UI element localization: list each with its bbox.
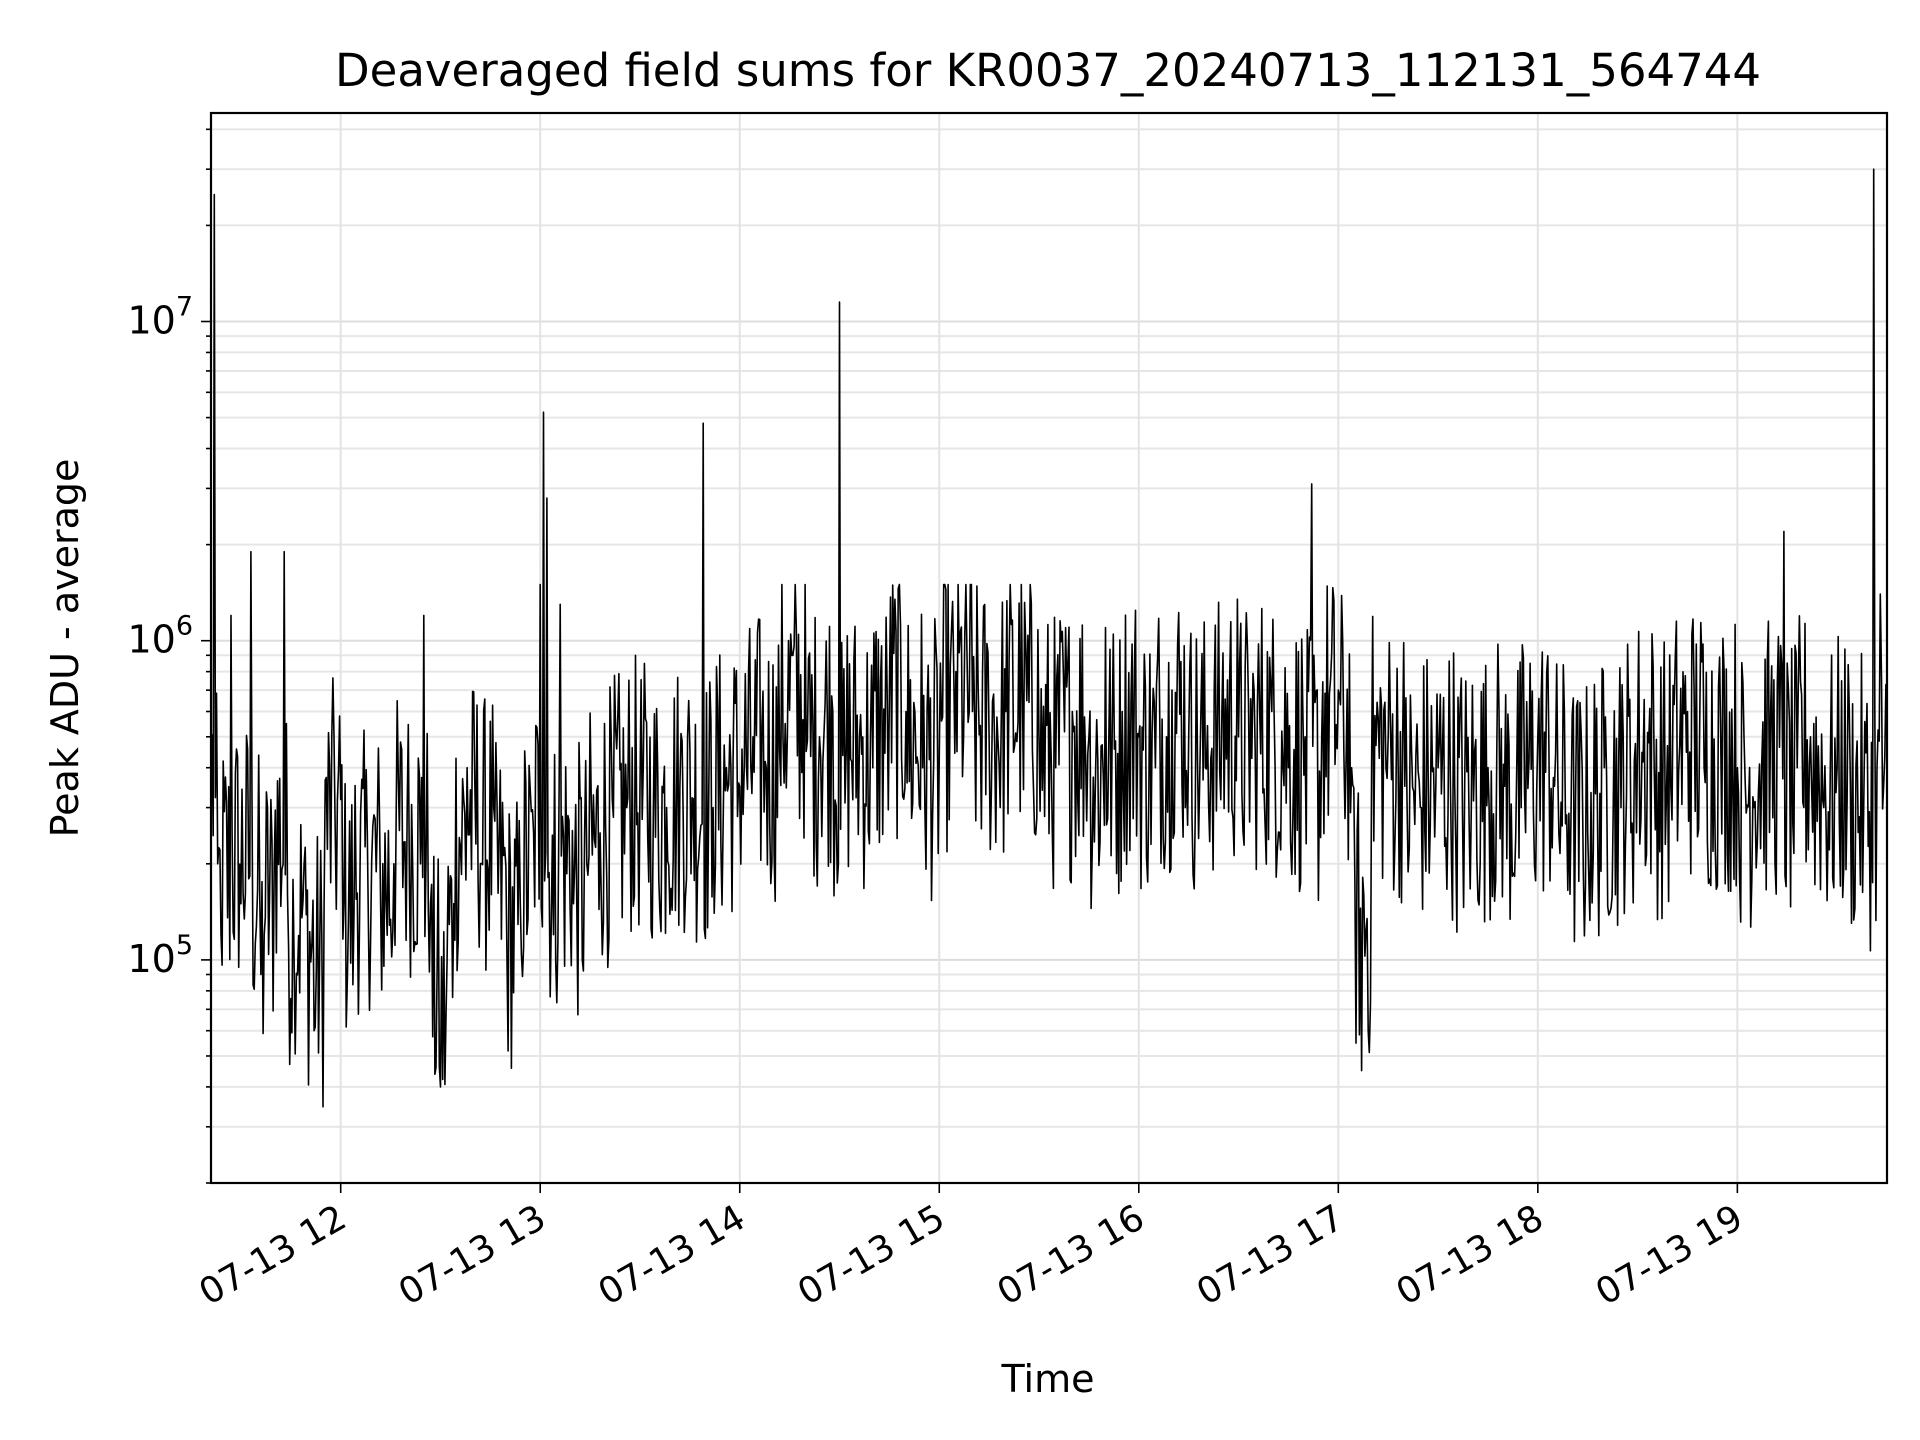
y-axis: 105 106 107 xyxy=(127,128,211,1184)
y-tick-label: 105 xyxy=(127,930,193,981)
y-tick-label: 106 xyxy=(127,611,193,662)
series-line xyxy=(210,168,1888,1108)
series-layer xyxy=(210,168,1888,1108)
x-axis-label: Time xyxy=(1001,1357,1095,1401)
chart-title: Deaveraged field sums for KR0037_2024071… xyxy=(335,44,1761,97)
y-axis-label: Peak ADU - average xyxy=(43,459,87,838)
plot-frame xyxy=(209,111,1889,1185)
y-tick-label: 107 xyxy=(127,292,193,343)
